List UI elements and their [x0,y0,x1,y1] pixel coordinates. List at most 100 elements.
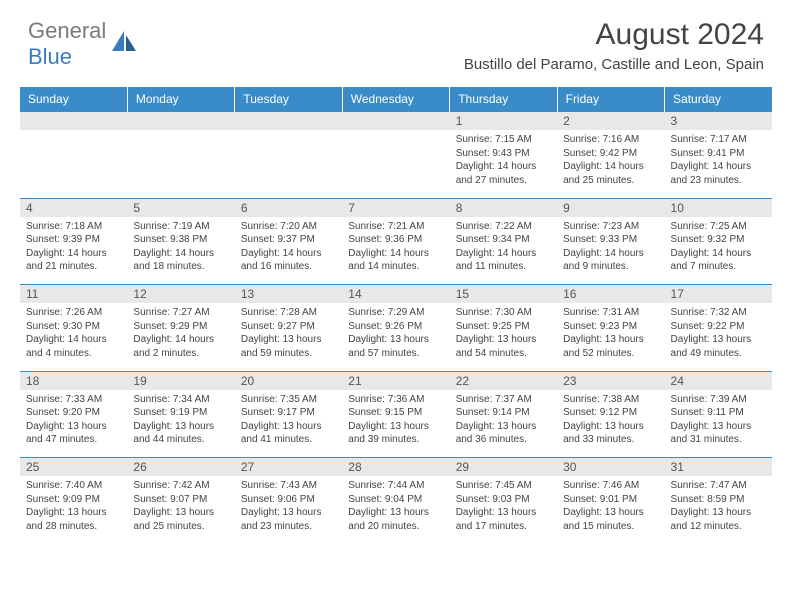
day-data-cell: Sunrise: 7:21 AMSunset: 9:36 PMDaylight:… [342,217,449,285]
sunset-text: Sunset: 9:17 PM [241,407,315,418]
sunrise-text: Sunrise: 7:46 AM [563,480,639,491]
day-data-cell: Sunrise: 7:29 AMSunset: 9:26 PMDaylight:… [342,303,449,371]
sunset-text: Sunset: 9:23 PM [563,321,637,332]
day-data-cell: Sunrise: 7:47 AMSunset: 8:59 PMDaylight:… [665,476,772,544]
day-number-cell: 14 [342,285,449,304]
sunset-text: Sunset: 9:20 PM [26,407,100,418]
sunrise-text: Sunrise: 7:17 AM [671,134,747,145]
daylight-text: Daylight: 13 hours and 20 minutes. [348,507,429,532]
day-number-cell: 28 [342,458,449,477]
sunset-text: Sunset: 9:29 PM [133,321,207,332]
sunrise-text: Sunrise: 7:27 AM [133,307,209,318]
week-data-row: Sunrise: 7:26 AMSunset: 9:30 PMDaylight:… [20,303,772,371]
sunset-text: Sunset: 9:09 PM [26,494,100,505]
sunrise-text: Sunrise: 7:18 AM [26,221,102,232]
day-data-cell [342,130,449,198]
sunset-text: Sunset: 9:03 PM [456,494,530,505]
day-data-cell: Sunrise: 7:42 AMSunset: 9:07 PMDaylight:… [127,476,234,544]
logo-blue-text: Blue [28,44,72,69]
sunset-text: Sunset: 9:33 PM [563,234,637,245]
day-data-cell: Sunrise: 7:15 AMSunset: 9:43 PMDaylight:… [450,130,557,198]
sunrise-text: Sunrise: 7:43 AM [241,480,317,491]
sunset-text: Sunset: 9:06 PM [241,494,315,505]
sunrise-text: Sunrise: 7:31 AM [563,307,639,318]
daylight-text: Daylight: 13 hours and 31 minutes. [671,421,752,446]
sunset-text: Sunset: 9:42 PM [563,148,637,159]
sunrise-text: Sunrise: 7:15 AM [456,134,532,145]
sunrise-text: Sunrise: 7:22 AM [456,221,532,232]
daylight-text: Daylight: 13 hours and 54 minutes. [456,334,537,359]
week-daynum-row: 123 [20,112,772,131]
day-number-cell: 19 [127,371,234,390]
day-number-cell: 25 [20,458,127,477]
sunrise-text: Sunrise: 7:38 AM [563,394,639,405]
month-title: August 2024 [464,18,764,52]
day-number-cell: 1 [450,112,557,131]
day-data-cell: Sunrise: 7:31 AM Sunset: 9:23 PM Daylight:… [557,303,664,371]
daylight-text: Daylight: 13 hours and 47 minutes. [26,421,107,446]
daylight-text: Daylight: 14 hours and 4 minutes. [26,334,107,359]
day-number-cell: 15 [450,285,557,304]
sunrise-text: Sunrise: 7:16 AM [563,134,639,145]
sunset-text: Sunset: 9:38 PM [133,234,207,245]
sunset-text: Sunset: 9:14 PM [456,407,530,418]
logo-text: General Blue [28,18,106,70]
daylight-text: Daylight: 14 hours and 18 minutes. [133,248,214,273]
sunrise-text: Sunrise: 7:32 AM [671,307,747,318]
sunrise-text: Sunrise: 7:33 AM [26,394,102,405]
daylight-text: Daylight: 13 hours and 15 minutes. [563,507,644,532]
daylight-text: Daylight: 13 hours and 23 minutes. [241,507,322,532]
day-number-cell: 31 [665,458,772,477]
logo: General Blue [28,18,140,70]
day-data-cell: Sunrise: 7:18 AMSunset: 9:39 PMDaylight:… [20,217,127,285]
day-number-cell [342,112,449,131]
week-daynum-row: 11121314151617 [20,285,772,304]
daylight-text: Daylight: 14 hours and 7 minutes. [671,248,752,273]
sunrise-text: Sunrise: 7:29 AM [348,307,424,318]
sunset-text: Sunset: 9:04 PM [348,494,422,505]
day-data-cell: Sunrise: 7:35 AMSunset: 9:17 PMDaylight:… [235,390,342,458]
day-data-cell: Sunrise: 7:27 AM Sunset: 9:29 PM Daylight:… [127,303,234,371]
sunrise-text: Sunrise: 7:40 AM [26,480,102,491]
day-header: Friday [557,87,664,112]
sunrise-text: Sunrise: 7:44 AM [348,480,424,491]
day-data-cell [20,130,127,198]
sunrise-text: Sunrise: 7:30 AM [456,307,532,318]
sunrise-text: Sunrise: 7:19 AM [133,221,209,232]
day-number-cell: 3 [665,112,772,131]
week-data-row: Sunrise: 7:40 AM Sunset: 9:09 PM Daylight:… [20,476,772,544]
daylight-text: Daylight: 13 hours and 36 minutes. [456,421,537,446]
day-data-cell: Sunrise: 7:45 AMSunset: 9:03 PMDaylight:… [450,476,557,544]
day-data-cell: Sunrise: 7:37 AMSunset: 9:14 PMDaylight:… [450,390,557,458]
day-data-cell: Sunrise: 7:30 AMSunset: 9:25 PMDaylight:… [450,303,557,371]
day-header: Saturday [665,87,772,112]
day-data-cell: Sunrise: 7:34 AMSunset: 9:19 PMDaylight:… [127,390,234,458]
location-text: Bustillo del Paramo, Castille and Leon, … [464,56,764,73]
day-data-cell: Sunrise: 7:16 AM Sunset: 9:42 PM Daylight:… [557,130,664,198]
sunset-text: Sunset: 9:07 PM [133,494,207,505]
daylight-text: Daylight: 14 hours and 14 minutes. [348,248,429,273]
day-header: Monday [127,87,234,112]
day-data-cell: Sunrise: 7:23 AMSunset: 9:33 PMDaylight:… [557,217,664,285]
sunset-text: Sunset: 9:32 PM [671,234,745,245]
week-daynum-row: 18192021222324 [20,371,772,390]
daylight-text: Daylight: 14 hours and 25 minutes. [563,161,644,186]
daylight-text: Daylight: 13 hours and 33 minutes. [563,421,644,446]
sunset-text: Sunset: 9:01 PM [563,494,637,505]
sunrise-text: Sunrise: 7:47 AM [671,480,747,491]
day-header: Sunday [20,87,127,112]
daylight-text: Daylight: 14 hours and 2 minutes. [133,334,214,359]
day-number-cell: 17 [665,285,772,304]
daylight-text: Daylight: 13 hours and 57 minutes. [348,334,429,359]
day-data-cell: Sunrise: 7:19 AM Sunset: 9:38 PM Daylight:… [127,217,234,285]
day-number-cell: 20 [235,371,342,390]
day-number-cell: 29 [450,458,557,477]
day-number-cell: 4 [20,198,127,217]
day-data-cell: Sunrise: 7:39 AMSunset: 9:11 PMDaylight:… [665,390,772,458]
day-number-cell: 2 [557,112,664,131]
daylight-text: Daylight: 13 hours and 52 minutes. [563,334,644,359]
day-data-cell: Sunrise: 7:17 AMSunset: 9:41 PMDaylight:… [665,130,772,198]
daylight-text: Daylight: 14 hours and 27 minutes. [456,161,537,186]
logo-sail-icon [110,29,140,60]
sunset-text: Sunset: 9:12 PM [563,407,637,418]
